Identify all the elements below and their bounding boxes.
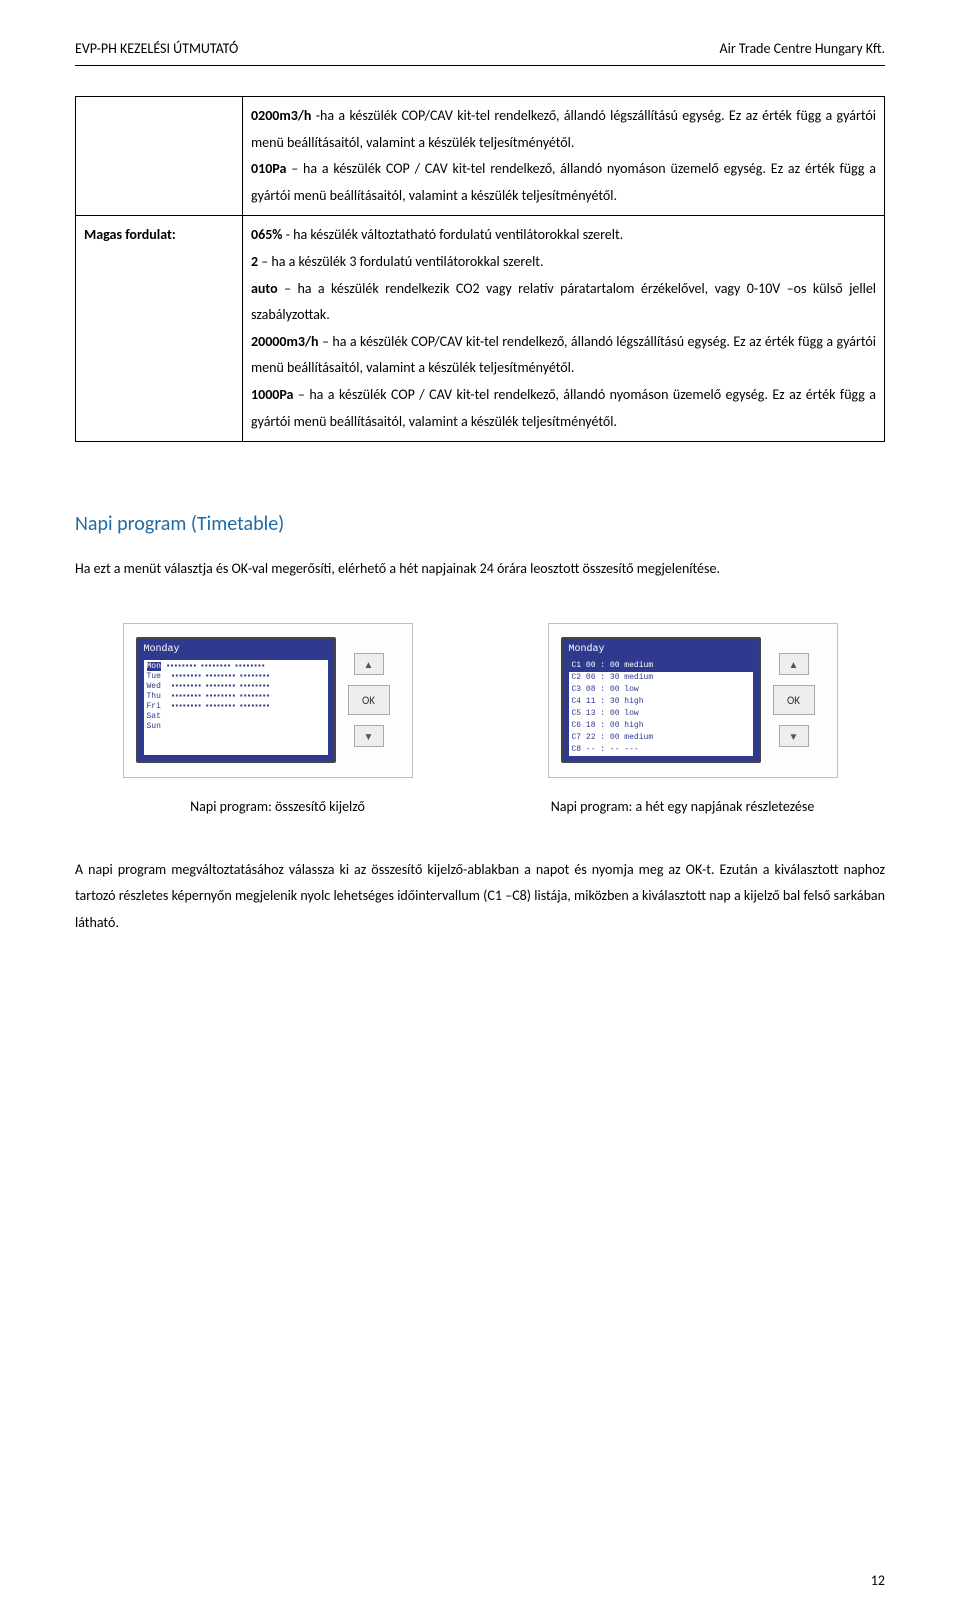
row2-para4: 20000m3/h – ha a készülék COP/CAV kit-te… — [251, 333, 876, 377]
lcd-dots: ▪▪▪▪▪▪▪▪ ▪▪▪▪▪▪▪▪ ▪▪▪▪▪▪▪▪ — [166, 662, 265, 671]
spec-table: 0200m3/h -ha a készülék COP/CAV kit-tel … — [75, 96, 885, 442]
lcd-timeslot-row: C1 00 : 00 medium — [569, 660, 753, 672]
row2-para2: 2 – ha a készülék 3 fordulatú ventilátor… — [251, 253, 544, 270]
lcd-screen-left: Monday Mon ▪▪▪▪▪▪▪▪ ▪▪▪▪▪▪▪▪ ▪▪▪▪▪▪▪▪ Tu… — [136, 637, 336, 763]
lcd-day-tue: Tue — [147, 672, 161, 681]
lcd-dots: ▪▪▪▪▪▪▪▪ ▪▪▪▪▪▪▪▪ ▪▪▪▪▪▪▪▪ — [171, 702, 270, 711]
caption-left: Napi program: összesítő kijelző — [133, 796, 423, 817]
row1-body: 0200m3/h -ha a készülék COP/CAV kit-tel … — [243, 97, 885, 216]
lcd-day-row: Sun — [147, 722, 325, 732]
caption-right: Napi program: a hét egy napjának részlet… — [538, 796, 828, 817]
page-header: EVP-PH KEZELÉSI ÚTMUTATÓ Air Trade Centr… — [75, 40, 885, 57]
lcd-day-sat: Sat — [147, 712, 161, 721]
row1-label — [76, 97, 243, 216]
arrow-up-icon[interactable]: ▲ — [779, 653, 809, 675]
side-buttons-left: ▲ OK ▼ — [348, 653, 390, 747]
lcd-day-wed: Wed — [147, 682, 161, 691]
row2-body: 065% - ha készülék változtatható fordula… — [243, 216, 885, 442]
lcd-body-left: Mon ▪▪▪▪▪▪▪▪ ▪▪▪▪▪▪▪▪ ▪▪▪▪▪▪▪▪ Tue ▪▪▪▪▪… — [144, 660, 328, 755]
lcd-day-row: Sat — [147, 712, 325, 722]
lcd-timeslot-row: C2 06 : 30 medium — [569, 672, 753, 684]
header-right: Air Trade Centre Hungary Kft. — [720, 40, 885, 57]
lcd-timeslot-row: C5 13 : 00 low — [569, 708, 753, 720]
lcd-day-mon: Mon — [147, 662, 161, 671]
lcd-day-row: Tue ▪▪▪▪▪▪▪▪ ▪▪▪▪▪▪▪▪ ▪▪▪▪▪▪▪▪ — [147, 672, 325, 682]
device-panel-right: Monday C1 00 : 00 mediumC2 06 : 30 mediu… — [548, 623, 838, 778]
page-number: 12 — [871, 1572, 885, 1589]
lcd-timeslot-row: C8 -- : -- --- — [569, 744, 753, 756]
header-left: EVP-PH KEZELÉSI ÚTMUTATÓ — [75, 40, 238, 57]
lcd-body-right: C1 00 : 00 mediumC2 06 : 30 mediumC3 08 … — [569, 660, 753, 755]
device-panel-left: Monday Mon ▪▪▪▪▪▪▪▪ ▪▪▪▪▪▪▪▪ ▪▪▪▪▪▪▪▪ Tu… — [123, 623, 413, 778]
row2-para5: 1000Pa – ha a készülék COP / CAV kit-tel… — [251, 386, 876, 430]
lcd-timeslot-row: C4 11 : 30 high — [569, 696, 753, 708]
side-buttons-right: ▲ OK ▼ — [773, 653, 815, 747]
row2-label-text: Magas fordulat: — [84, 226, 176, 243]
row2-label: Magas fordulat: — [76, 216, 243, 442]
figure-left: Monday Mon ▪▪▪▪▪▪▪▪ ▪▪▪▪▪▪▪▪ ▪▪▪▪▪▪▪▪ Tu… — [123, 623, 413, 778]
lcd-timeslot-row: C3 08 : 00 low — [569, 684, 753, 696]
lcd-day-row: Wed ▪▪▪▪▪▪▪▪ ▪▪▪▪▪▪▪▪ ▪▪▪▪▪▪▪▪ — [147, 682, 325, 692]
lcd-day-row: Mon ▪▪▪▪▪▪▪▪ ▪▪▪▪▪▪▪▪ ▪▪▪▪▪▪▪▪ — [147, 662, 325, 672]
lcd-day-row: Thu ▪▪▪▪▪▪▪▪ ▪▪▪▪▪▪▪▪ ▪▪▪▪▪▪▪▪ — [147, 692, 325, 702]
lcd-day-sun: Sun — [147, 722, 161, 731]
lcd-title-right: Monday — [569, 643, 753, 656]
lcd-dots: ▪▪▪▪▪▪▪▪ ▪▪▪▪▪▪▪▪ ▪▪▪▪▪▪▪▪ — [171, 672, 270, 681]
lcd-title-left: Monday — [144, 643, 328, 656]
lcd-screen-right: Monday C1 00 : 00 mediumC2 06 : 30 mediu… — [561, 637, 761, 763]
figure-row: Monday Mon ▪▪▪▪▪▪▪▪ ▪▪▪▪▪▪▪▪ ▪▪▪▪▪▪▪▪ Tu… — [75, 623, 885, 778]
section-intro: Ha ezt a menüt választja és OK-val meger… — [75, 556, 885, 583]
lcd-dots: ▪▪▪▪▪▪▪▪ ▪▪▪▪▪▪▪▪ ▪▪▪▪▪▪▪▪ — [171, 692, 270, 701]
lcd-day-row: Fri ▪▪▪▪▪▪▪▪ ▪▪▪▪▪▪▪▪ ▪▪▪▪▪▪▪▪ — [147, 702, 325, 712]
arrow-up-icon[interactable]: ▲ — [354, 653, 384, 675]
table-row: 0200m3/h -ha a készülék COP/CAV kit-tel … — [76, 97, 885, 216]
section-heading: Napi program (Timetable) — [75, 512, 885, 536]
lcd-day-fri: Fri — [147, 702, 161, 711]
lcd-timeslot-row: C7 22 : 00 medium — [569, 732, 753, 744]
arrow-down-icon[interactable]: ▼ — [779, 725, 809, 747]
header-underline — [75, 65, 885, 66]
row1-para1: 0200m3/h -ha a készülék COP/CAV kit-tel … — [251, 107, 876, 151]
arrow-down-icon[interactable]: ▼ — [354, 725, 384, 747]
ok-button[interactable]: OK — [348, 685, 390, 715]
ok-button[interactable]: OK — [773, 685, 815, 715]
lcd-timeslot-row: C6 18 : 00 high — [569, 720, 753, 732]
lcd-day-thu: Thu — [147, 692, 161, 701]
lcd-right-rows: C1 00 : 00 mediumC2 06 : 30 mediumC3 08 … — [569, 660, 753, 756]
row2-para1: 065% - ha készülék változtatható fordula… — [251, 226, 623, 243]
row1-para2: 010Pa – ha a készülék COP / CAV kit-tel … — [251, 160, 876, 204]
caption-row: Napi program: összesítő kijelző Napi pro… — [75, 796, 885, 817]
lcd-dots: ▪▪▪▪▪▪▪▪ ▪▪▪▪▪▪▪▪ ▪▪▪▪▪▪▪▪ — [171, 682, 270, 691]
figure-right: Monday C1 00 : 00 mediumC2 06 : 30 mediu… — [548, 623, 838, 778]
table-row: Magas fordulat: 065% - ha készülék válto… — [76, 216, 885, 442]
after-text: A napi program megváltoztatásához válass… — [75, 857, 885, 937]
row2-para3: auto – ha a készülék rendelkezik CO2 vag… — [251, 280, 876, 324]
